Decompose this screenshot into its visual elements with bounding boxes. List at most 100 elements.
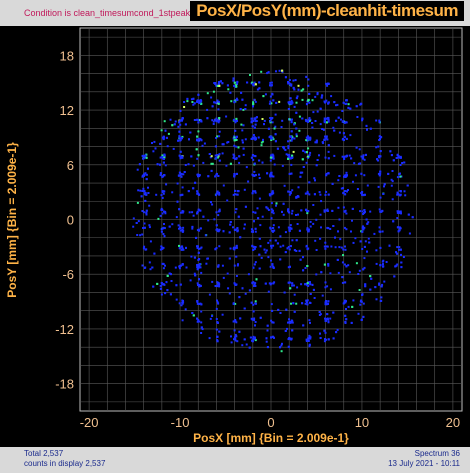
- count-pixel: [180, 245, 183, 248]
- count-pixel: [376, 158, 378, 161]
- count-pixel: [196, 300, 199, 302]
- count-pixel: [359, 210, 362, 213]
- count-pixel: [379, 264, 382, 267]
- count-pixel: [342, 120, 345, 123]
- count-pixel: [253, 338, 256, 340]
- count-pixel: [229, 223, 232, 226]
- count-pixel: [253, 136, 256, 139]
- count-pixel: [200, 102, 203, 105]
- count-pixel: [288, 229, 291, 232]
- count-pixel: [235, 321, 238, 324]
- count-pixel: [344, 193, 347, 196]
- count-pixel: [302, 256, 304, 259]
- count-pixel: [240, 123, 243, 126]
- count-pixel: [327, 302, 329, 305]
- count-pixel: [346, 174, 348, 177]
- count-pixel: [179, 119, 182, 122]
- count-pixel: [286, 327, 288, 330]
- count-pixel: [287, 190, 290, 193]
- count-pixel: [218, 283, 221, 286]
- count-pixel: [312, 204, 315, 206]
- count-pixel: [236, 227, 239, 230]
- count-pixel: [169, 118, 172, 121]
- count-pixel: [327, 117, 330, 120]
- count-pixel: [354, 174, 357, 177]
- count-pixel: [343, 139, 345, 142]
- count-pixel: [181, 301, 184, 304]
- count-pixel: [396, 252, 399, 255]
- count-pixel: [327, 172, 330, 175]
- count-pixel: [236, 99, 239, 101]
- count-pixel: [165, 136, 168, 139]
- count-pixel: [196, 282, 199, 285]
- count-pixel: [329, 317, 332, 320]
- count-pixel: [332, 337, 335, 340]
- count-pixel: [271, 153, 274, 156]
- count-pixel: [197, 319, 200, 321]
- count-pixel: [298, 249, 301, 252]
- count-pixel: [159, 163, 161, 166]
- count-pixel: [210, 201, 212, 204]
- count-pixel: [374, 286, 377, 289]
- count-pixel: [361, 210, 364, 213]
- count-pixel: [216, 99, 219, 102]
- count-pixel: [327, 120, 330, 123]
- count-pixel: [363, 211, 366, 214]
- count-pixel: [259, 316, 262, 319]
- count-pixel: [266, 207, 269, 210]
- count-pixel: [235, 145, 238, 148]
- count-pixel: [319, 193, 322, 196]
- count-pixel: [225, 164, 228, 167]
- count-pixel: [256, 88, 259, 91]
- count-pixel: [181, 230, 184, 233]
- count-pixel: [394, 265, 397, 268]
- count-pixel: [295, 302, 298, 305]
- count-pixel: [179, 227, 182, 230]
- count-pixel: [302, 269, 305, 272]
- count-pixel: [314, 141, 317, 144]
- count-pixel: [188, 211, 191, 214]
- count-pixel: [316, 93, 319, 96]
- count-pixel: [180, 172, 183, 175]
- count-pixel: [287, 82, 290, 85]
- count-pixel: [309, 293, 312, 295]
- count-pixel: [282, 213, 285, 216]
- count-pixel: [340, 246, 343, 249]
- count-pixel: [200, 303, 203, 306]
- count-pixel: [254, 339, 257, 342]
- count-pixel: [319, 313, 322, 316]
- count-pixel: [244, 205, 247, 208]
- count-pixel: [238, 155, 241, 158]
- count-pixel: [396, 154, 399, 157]
- count-pixel: [388, 244, 391, 247]
- count-pixel: [143, 222, 146, 225]
- count-pixel: [360, 319, 363, 321]
- count-pixel: [177, 224, 180, 227]
- count-pixel: [151, 142, 153, 144]
- count-pixel: [254, 300, 257, 303]
- count-pixel: [215, 157, 218, 160]
- count-pixel: [284, 149, 287, 151]
- count-pixel: [337, 271, 340, 274]
- count-pixel: [239, 236, 242, 239]
- count-pixel: [196, 100, 199, 103]
- count-pixel: [167, 132, 170, 135]
- count-pixel: [309, 283, 312, 286]
- count-pixel: [399, 248, 402, 251]
- count-pixel: [182, 300, 184, 302]
- count-pixel: [180, 248, 183, 251]
- count-pixel: [379, 196, 382, 199]
- count-pixel: [375, 298, 378, 301]
- count-pixel: [196, 212, 198, 215]
- count-pixel: [271, 309, 274, 312]
- count-pixel: [361, 226, 364, 229]
- count-pixel: [235, 97, 238, 100]
- count-pixel: [335, 331, 338, 334]
- count-pixel: [272, 230, 274, 233]
- count-pixel: [345, 99, 348, 102]
- count-pixel: [252, 310, 255, 313]
- count-pixel: [365, 124, 368, 127]
- count-pixel: [363, 193, 366, 196]
- count-pixel: [312, 111, 315, 114]
